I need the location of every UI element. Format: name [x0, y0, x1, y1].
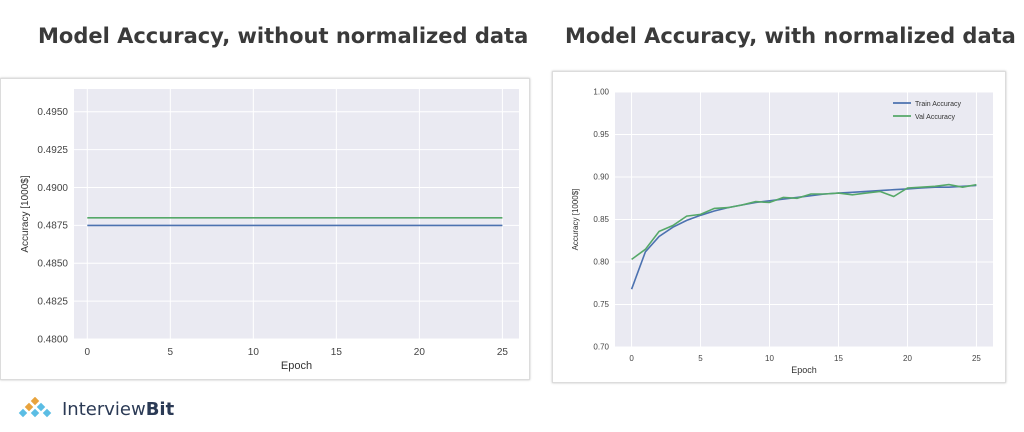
x-tick-label: 25 — [972, 354, 981, 363]
x-tick-label: 5 — [168, 347, 174, 358]
interviewbit-logo-icon — [18, 397, 52, 418]
x-tick-label: 5 — [698, 354, 703, 363]
x-tick-label: 0 — [629, 354, 634, 363]
brand-name-light: Interview — [62, 398, 146, 420]
x-tick-label: 0 — [85, 347, 91, 358]
y-axis-label: Accuracy [1000$] — [571, 189, 580, 251]
series-line — [631, 183, 977, 261]
chart-panel-left: 0 5 10 15 20 25 0.4800 0.4825 0.4850 0.4875 0.4900… — [0, 78, 530, 380]
y-tick-label: 0.90 — [593, 173, 609, 182]
chart-title-right: Model Accuracy, with normalized data — [565, 24, 1016, 48]
plot-area — [74, 89, 519, 339]
brand-name-bold: Bit — [145, 398, 175, 420]
y-tick-label: 0.80 — [593, 258, 609, 267]
x-axis-label: Epoch — [281, 360, 312, 372]
x-tick-label: 10 — [248, 347, 260, 358]
x-tick-label: 10 — [765, 354, 774, 363]
y-axis-label: Accuracy [1000$] — [20, 175, 31, 252]
x-tick-label: 20 — [903, 354, 912, 363]
y-tick-label: 0.4925 — [37, 145, 68, 156]
y-tick-label: 0.4950 — [37, 107, 68, 118]
y-tick-label: 0.4850 — [37, 259, 68, 270]
brand-name: InterviewBit — [62, 399, 174, 420]
x-tick-label: 15 — [331, 347, 343, 358]
y-tick-label: 0.95 — [593, 130, 609, 139]
x-tick-label: 15 — [834, 354, 843, 363]
legend-label: Val Accuracy — [915, 114, 955, 121]
brand-logo: InterviewBit — [16, 394, 174, 424]
y-tick-label: 0.70 — [593, 343, 609, 352]
y-tick-label: 1.00 — [593, 88, 609, 97]
legend-label: Train Accuracy — [915, 101, 962, 108]
y-tick-label: 0.75 — [593, 300, 609, 309]
x-axis-label: Epoch — [791, 365, 817, 375]
y-tick-label: 0.85 — [593, 215, 609, 224]
chart-with-normalization: 0 5 10 15 20 25 0.70 0.75 0.80 0.85 0.90 0.95 1.00 Ep… — [571, 88, 993, 375]
x-tick-label: 20 — [414, 347, 426, 358]
y-tick-label: 0.4825 — [37, 296, 68, 307]
chart-title-left: Model Accuracy, without normalized data — [38, 24, 529, 48]
y-tick-label: 0.4875 — [37, 221, 68, 232]
y-tick-label: 0.4800 — [37, 334, 68, 345]
chart-panel-right: 0 5 10 15 20 25 0.70 0.75 0.80 0.85 0.90 0.95 1.00 Ep… — [552, 71, 1006, 383]
chart-without-normalization: 0 5 10 15 20 25 0.4800 0.4825 0.4850 0.4875 0.4900… — [20, 89, 519, 372]
x-tick-label: 25 — [497, 347, 509, 358]
y-tick-label: 0.4900 — [37, 183, 68, 194]
